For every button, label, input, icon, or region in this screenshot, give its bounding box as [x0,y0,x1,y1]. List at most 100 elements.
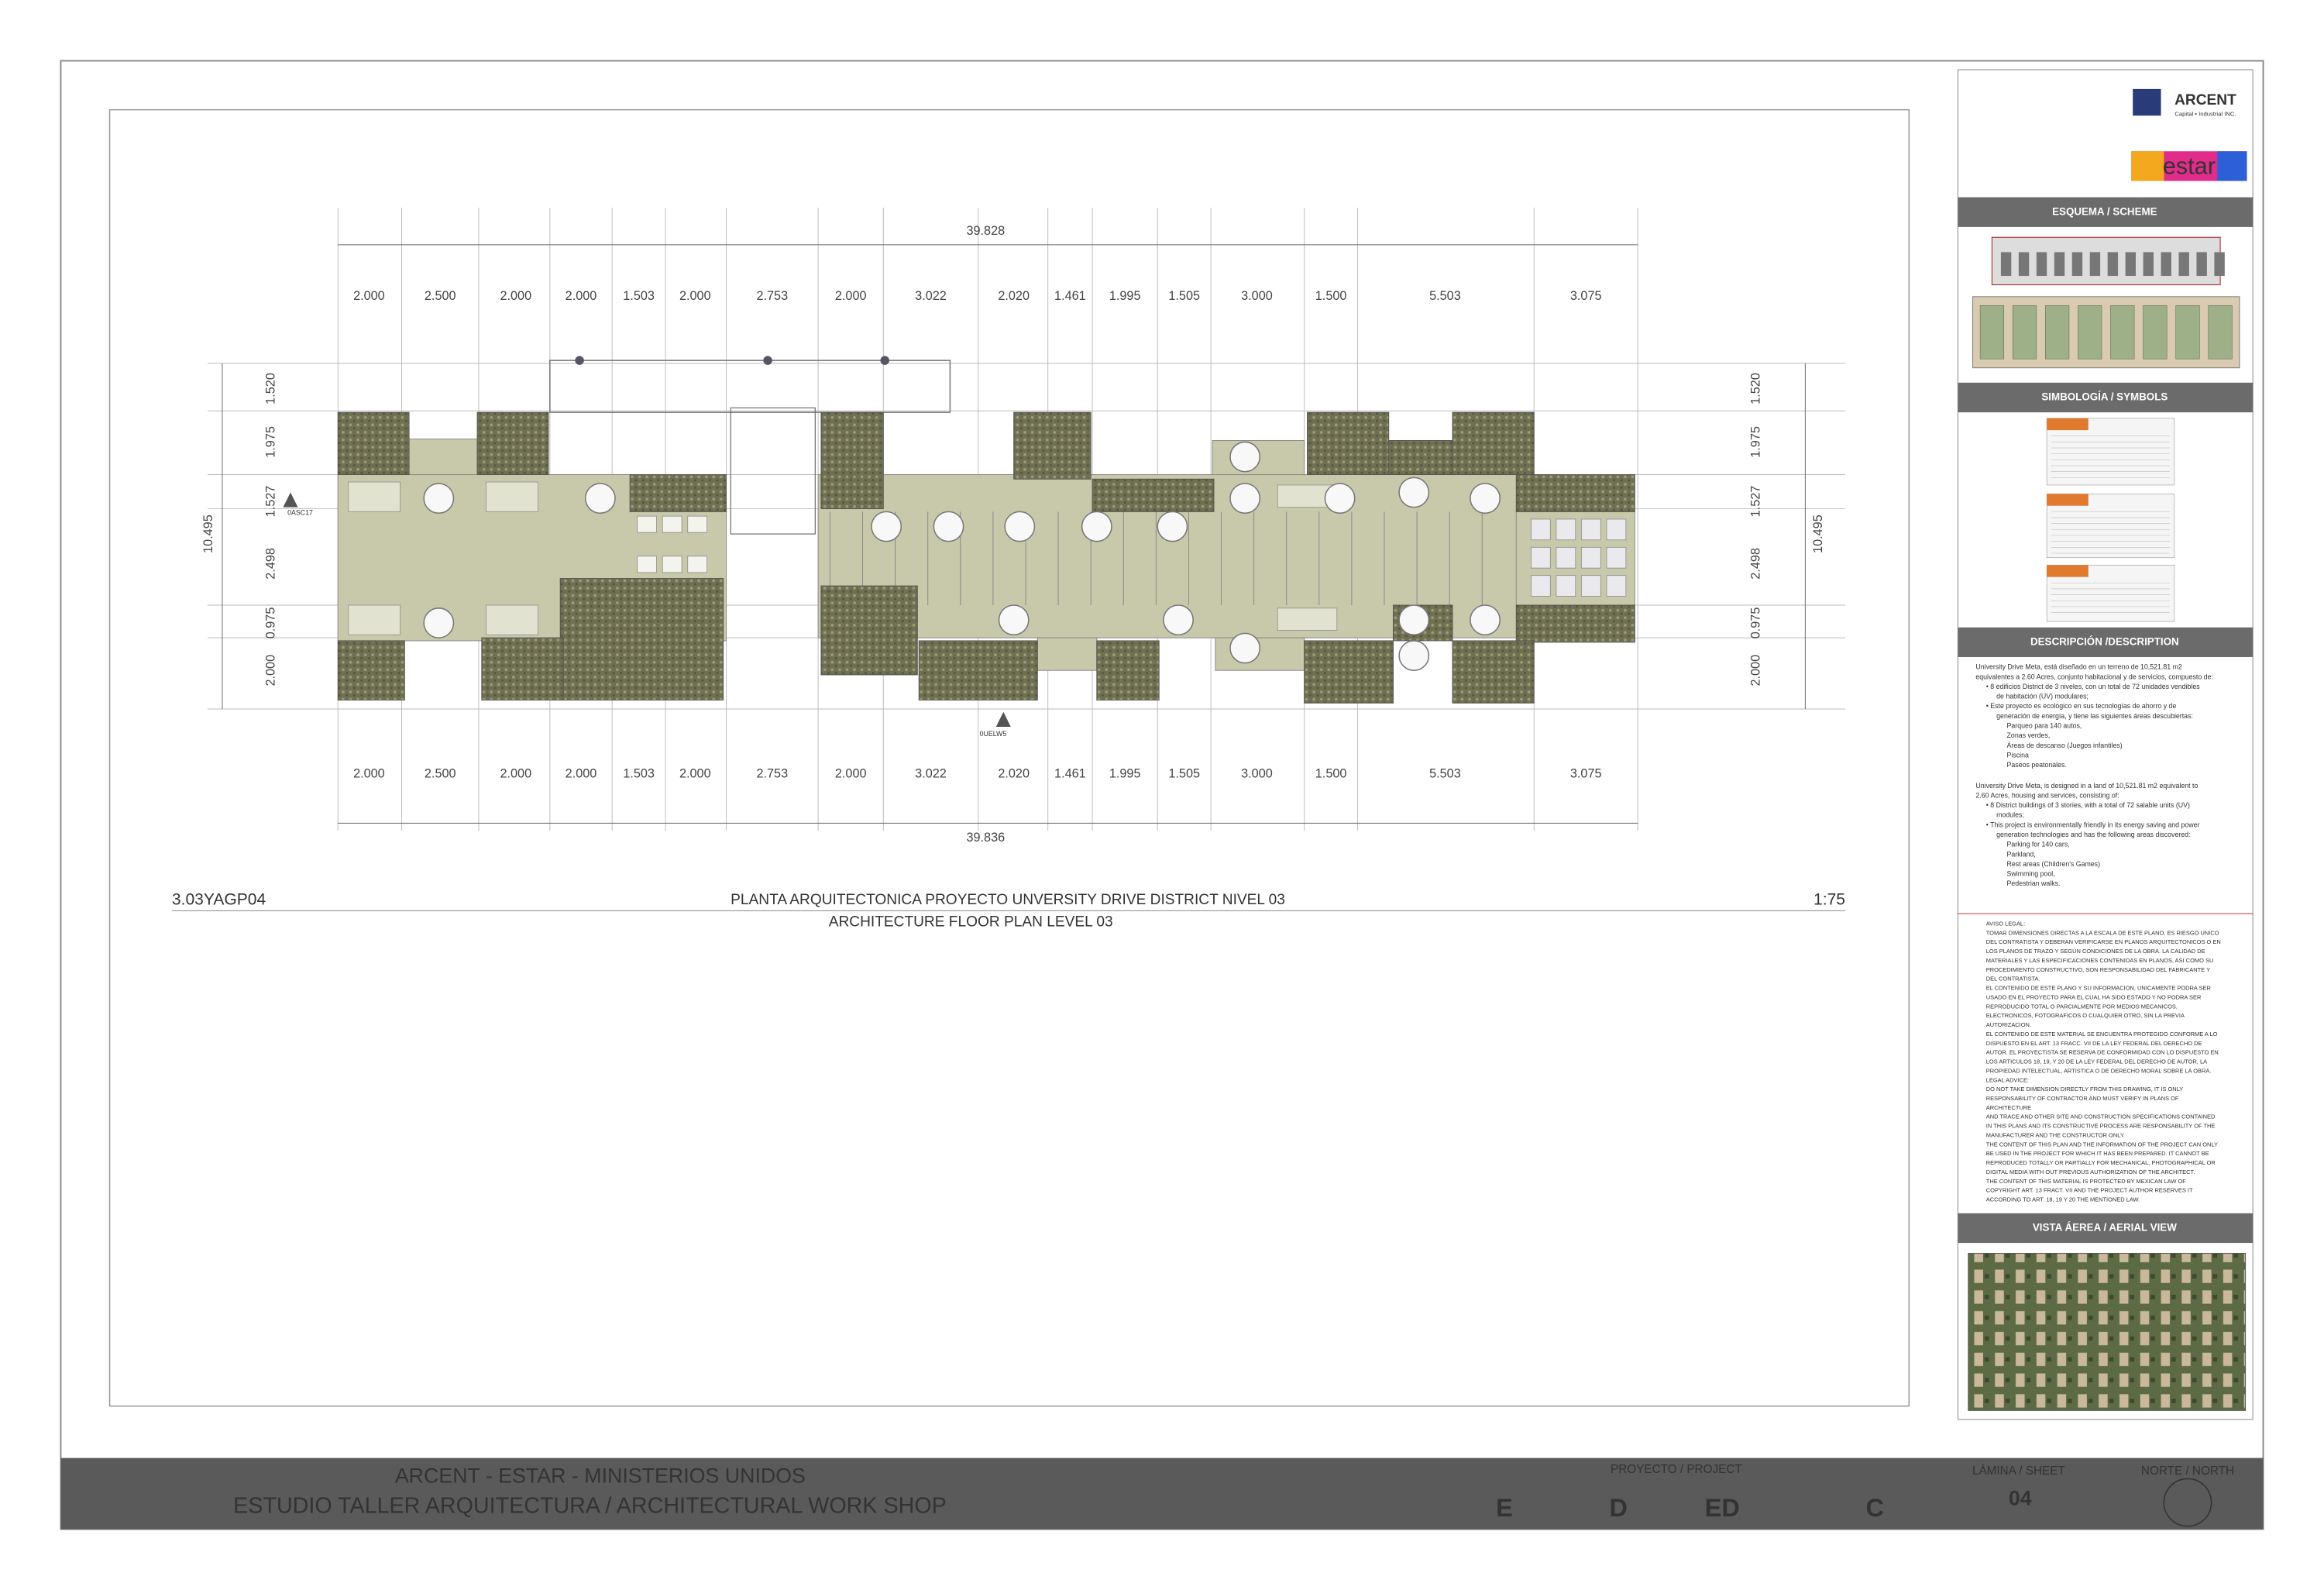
dimension-label: 1.461 [1054,766,1086,780]
planter [820,585,918,676]
dimension-label: 2.000 [500,766,531,780]
logo-subtext: Capital • Industrial INC. [2174,110,2236,117]
legal-line: REPRODUCIDO TOTAL O PARCIALMENTE POR MED… [1986,1003,2178,1010]
tree [1004,511,1036,542]
scheme-window [2036,252,2047,277]
dimension-label: 2.500 [425,289,456,303]
legal-line: AUTORIZACION. [1986,1021,2031,1028]
legal-line: LEGAL ADVICE: [1986,1076,2029,1083]
pergola-outline [549,360,951,413]
dimension-label: 2.498 [1749,548,1763,580]
description-line: Parking for 140 cars, [2007,841,2070,848]
planter [1515,604,1635,643]
symbols-table-head [2047,418,2089,431]
dimension-label: 2.498 [263,548,277,580]
legal-line: PROPIEDAD INTELECTUAL, ARTISTICA O DE DE… [1986,1067,2212,1074]
description-line: Piscina [2007,751,2029,759]
legal-line: THE CONTENT OF THIS PLAN AND THE INFORMA… [1986,1141,2218,1148]
section-header-label: ESQUEMA / SCHEME [2052,205,2157,217]
description-line: • Este proyecto es ecológico en sus tecn… [1986,702,2177,710]
planter [1515,474,1635,512]
tree [1398,640,1430,671]
tree [1163,604,1194,636]
description-line: Pedestrian walks. [2007,879,2061,887]
scheme-room [1979,305,2005,360]
legal-line: PROCEDIMIENTO CONSTRUCTIVO, SON RESPONSA… [1986,966,2210,973]
planter [1304,640,1394,704]
planter [629,474,727,512]
planter [481,637,564,700]
planter [918,640,1038,700]
seat [687,556,708,573]
dimension-label: 3.000 [1241,289,1273,303]
scheme-window [2214,252,2225,277]
scheme-room [2078,305,2102,360]
scheme-window [2107,252,2119,277]
project-code: ED [1705,1494,1740,1522]
legal-line: DISPUESTO EN EL ART. 13 FRACC. VII DE LA… [1986,1040,2202,1047]
scheme-window [2018,252,2030,277]
seat [662,556,682,573]
dimension-label: 2.000 [1749,655,1763,687]
dimension-label: 2.753 [756,289,788,303]
deck [486,481,538,512]
dimension-label: 1.503 [623,766,655,780]
legal-line: DEL CONTRATISTA Y DEBERAN VERIFICARSE EN… [1986,938,2221,945]
tree [1229,632,1261,664]
legal-line: COPYRIGHT ART. 13 FRACT. VII AND THE PRO… [1986,1187,2193,1194]
dimension-label: 2.000 [353,289,385,303]
stair-grid [730,407,816,535]
legal-line: LOS ARTICULOS 18, 19, Y 20 DE LA LEY FED… [1986,1058,2207,1065]
dimension-label: 3.075 [1570,766,1602,780]
north-label: NORTE / NORTH [2141,1464,2234,1478]
scheme-window [2054,252,2065,277]
scheme-window [2196,252,2207,277]
dimension-label: 2.000 [566,766,597,780]
planter [1096,640,1160,700]
dimension-label: 3.000 [1241,766,1273,780]
description-line: 2.60 Acres, housing and services, consis… [1975,791,2119,799]
tree [1229,441,1261,473]
legal-line: EL CONTENIDO DE ESTE MATERIAL SE ENCUENT… [1986,1031,2218,1038]
dimension-label: 1.995 [1109,289,1141,303]
dimension-label: 3.075 [1570,289,1602,303]
planter [1013,411,1092,480]
brand-box-accent [2131,151,2164,181]
scheme-window [2143,252,2154,277]
tree [423,607,455,638]
plan-title: PLANTA ARQUITECTONICA PROYECTO UNVERSITY… [731,892,1285,908]
dimension-label: 2.000 [263,655,277,687]
deck [348,481,401,512]
section-header-label: VISTA ÁEREA / AERIAL VIEW [2033,1221,2177,1233]
tree [1470,483,1501,515]
dimension-total: 10.495 [201,515,215,553]
dimension-label: 1.500 [1315,766,1347,780]
dimension-label: 1.461 [1054,289,1086,303]
description-line: generación de energía, y tiene las sigui… [1996,712,2193,720]
tree [423,483,455,515]
legal-line: TOMAR DIMENSIONES DIRECTAS A LA ESCALA D… [1986,929,2219,936]
section-marker [995,711,1011,727]
dimension-label: 1.503 [623,289,655,303]
section-header-label: SIMBOLOGÍA / SYMBOLS [2041,391,2168,403]
dimension-label: 1.975 [1749,426,1763,458]
scheme-window [2125,252,2137,277]
tree [998,604,1030,636]
column [880,356,889,365]
legal-line: DEL CONTRATISTA. [1986,976,2040,983]
description-line: Zonas verdes, [2007,731,2051,739]
legal-line: MATERIALES Y LAS ESPECIFICACIONES CONTEN… [1986,957,2214,964]
description-line: Rest areas (Children's Games) [2007,860,2101,868]
planter [1388,440,1453,476]
scheme-room [2045,305,2070,360]
section-label: 0UELW5 [980,730,1007,738]
dimension-label: 0.975 [1749,607,1763,639]
tree [1398,477,1430,508]
dimension-label: 1.520 [263,373,277,404]
footer-partners: ARCENT - ESTAR - MINISTERIOS UNIDOS [395,1464,806,1488]
section-header [1958,382,2254,413]
deck [486,604,538,635]
description-line: de habitación (UV) modulares; [1996,693,2089,700]
tree [1081,511,1112,542]
dimension-label: 2.000 [566,289,597,303]
